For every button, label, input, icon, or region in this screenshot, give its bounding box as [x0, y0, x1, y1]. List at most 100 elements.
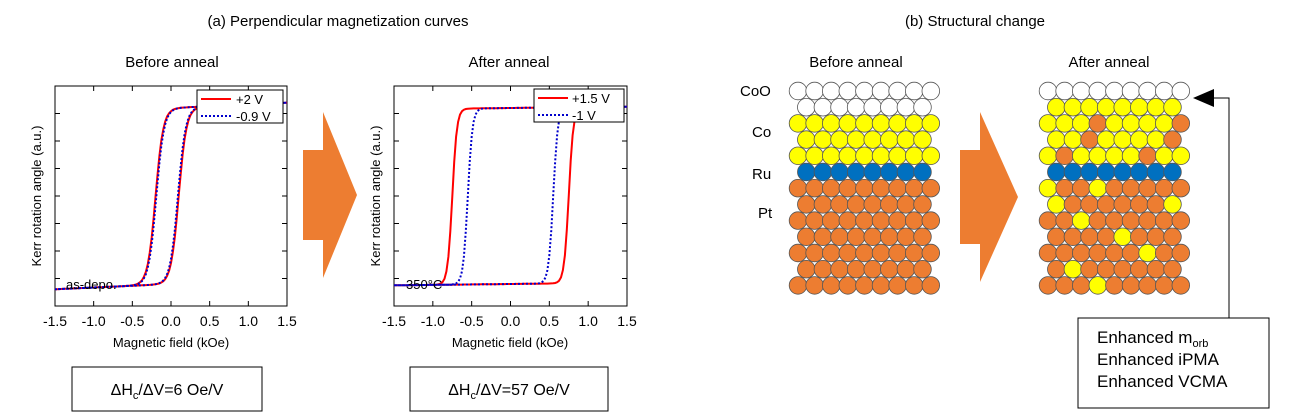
atom-pt	[1163, 260, 1182, 279]
atom-coo	[1071, 81, 1091, 101]
atom-coo	[1121, 81, 1141, 101]
series-line-1	[394, 105, 627, 287]
atom-pt	[1055, 211, 1074, 230]
legend: +2 V -0.9 V	[196, 89, 284, 124]
atom-pt	[1121, 243, 1141, 263]
atom-co	[1047, 195, 1066, 214]
atom-coo	[822, 81, 841, 101]
enhanced-line-3: Enhanced VCMA	[1097, 372, 1228, 391]
atom-coo	[1171, 81, 1191, 101]
atom-co	[863, 130, 882, 149]
atom-co	[855, 146, 874, 166]
x-tick-label: 0.0	[501, 313, 521, 329]
atom-coo	[788, 81, 808, 101]
atom-pt	[1146, 195, 1166, 214]
atom-pt	[1171, 114, 1191, 133]
y-axis-label: Kerr rotation angle (a.u.)	[368, 126, 383, 267]
atom-coo	[1154, 81, 1174, 101]
legend-box	[196, 89, 284, 124]
atom-pt	[896, 227, 916, 247]
atom-co	[1138, 243, 1157, 263]
atom-pt	[1121, 276, 1141, 295]
atom-pt	[830, 260, 849, 279]
atom-pt	[1130, 227, 1149, 247]
atom-pt	[863, 195, 882, 214]
atom-co	[1138, 114, 1157, 133]
atom-ru	[1163, 162, 1182, 182]
layer-label-coo: CoO	[740, 83, 771, 100]
callout-line	[1214, 97, 1230, 318]
atom-pt	[871, 276, 891, 295]
atom-pt	[822, 276, 841, 295]
transition-arrow-a	[303, 112, 357, 278]
atom-pt	[805, 211, 824, 230]
atom-coo	[913, 97, 932, 117]
legend-label-2: -0.9 V	[236, 109, 271, 124]
atom-ru	[797, 162, 816, 182]
atom-pt	[863, 227, 882, 247]
atom-pt	[1038, 211, 1058, 230]
atom-pt	[813, 227, 833, 247]
x-tick-label: -1.5	[43, 313, 67, 329]
atom-co	[1071, 146, 1091, 166]
atom-co	[838, 114, 858, 133]
atom-pt	[888, 276, 907, 295]
atom-coo	[830, 97, 849, 117]
atom-pt	[1154, 243, 1174, 263]
x-tick-label: 0.0	[161, 313, 181, 329]
atom-pt	[813, 260, 833, 279]
atom-pt	[1105, 276, 1124, 295]
atom-pt	[1047, 260, 1066, 279]
atom-pt	[830, 227, 849, 247]
atom-pt	[855, 211, 874, 230]
atom-pt	[880, 260, 899, 279]
atom-pt	[1096, 260, 1116, 279]
atom-pt	[1105, 178, 1124, 198]
atom-coo	[863, 97, 882, 117]
atom-pt	[1154, 211, 1174, 230]
atom-pt	[805, 243, 824, 263]
atom-pt	[822, 178, 841, 198]
series-line-2	[394, 105, 627, 287]
atom-co	[838, 146, 858, 166]
atom-ru	[1130, 162, 1149, 182]
x-tick-label: 1.0	[578, 313, 598, 329]
atom-co	[830, 130, 849, 149]
x-tick-labels: -1.5 -1.0 -0.5 0.0 0.5 1.0 1.5	[43, 313, 297, 329]
atom-co	[1121, 114, 1141, 133]
atom-co	[1088, 276, 1108, 295]
atom-pt	[1038, 276, 1058, 295]
atom-co	[1130, 97, 1149, 117]
panel-a-title: (a) Perpendicular magnetization curves	[208, 13, 469, 30]
atom-pt	[1146, 260, 1166, 279]
atom-co	[822, 114, 841, 133]
atom-coo	[921, 81, 941, 101]
atom-stack-before	[788, 81, 941, 295]
atom-co	[1154, 114, 1174, 133]
atom-coo	[880, 97, 899, 117]
atom-pt	[1146, 227, 1166, 247]
atom-pt	[871, 243, 891, 263]
atom-pt	[788, 178, 808, 198]
atom-coo	[813, 97, 833, 117]
atom-pt	[1171, 276, 1191, 295]
atom-coo	[1105, 81, 1124, 101]
atom-co	[888, 114, 907, 133]
x-tick-label: -1.5	[382, 313, 406, 329]
callout-arrowhead	[1193, 89, 1214, 107]
atom-co	[1071, 114, 1091, 133]
atom-coo	[888, 81, 907, 101]
atom-pt	[813, 195, 833, 214]
atom-co	[805, 114, 824, 133]
atom-pt	[921, 243, 941, 263]
atom-pt	[1096, 227, 1116, 247]
atom-pt	[1080, 260, 1099, 279]
y-axis-label: Kerr rotation angle (a.u.)	[29, 126, 44, 267]
atom-co	[1146, 97, 1166, 117]
atom-co	[1105, 146, 1124, 166]
atom-co	[921, 114, 941, 133]
legend: +1.5 V -1 V	[533, 88, 625, 123]
x-tick-label: 1.5	[617, 313, 637, 329]
atom-co	[1163, 97, 1182, 117]
